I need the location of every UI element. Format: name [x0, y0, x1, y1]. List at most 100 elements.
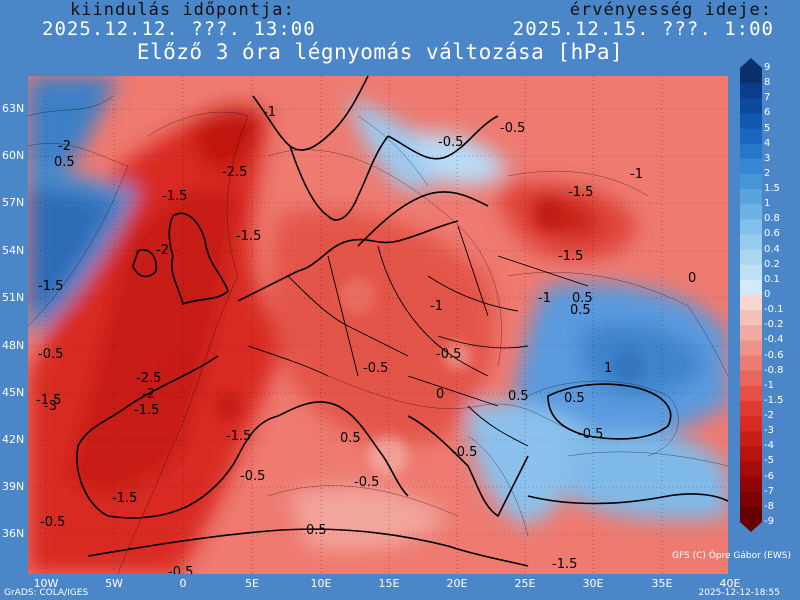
colorbar-swatch — [740, 143, 762, 160]
colorbar-swatch — [740, 416, 762, 432]
colorbar-label: 2 — [764, 167, 771, 179]
contour-label: 0.5 — [306, 523, 327, 538]
contour-label: -1 — [538, 291, 551, 306]
colorbar-label: 0.6 — [764, 228, 780, 240]
contour-label: 0.5 — [54, 155, 75, 170]
lon-label: 10E — [310, 577, 332, 590]
colorbar-swatch — [740, 506, 762, 523]
colorbar-label: -0.1 — [764, 304, 784, 316]
contour-label: -2 — [142, 387, 155, 402]
colorbar-label: -2 — [764, 410, 774, 422]
contour-label: -1 — [630, 167, 643, 182]
lat-label: 48N — [2, 339, 25, 352]
credit-text: GFS (C) Ópre Gábor (EWS) — [672, 551, 792, 561]
contour-label: -1.5 — [552, 557, 577, 572]
lon-label: 20E — [446, 577, 468, 590]
colorbar-swatch — [740, 98, 762, 114]
colorbar — [740, 58, 762, 532]
contour-label: 0 — [436, 387, 444, 402]
valid-time: 2025.12.15. ???. 1:00 — [512, 18, 774, 40]
colorbar-label: 3 — [764, 152, 771, 164]
colorbar-swatch — [740, 264, 762, 281]
colorbar-swatch — [740, 279, 762, 296]
colorbar-label: 7 — [764, 92, 771, 104]
contour-label: 0.5 — [508, 389, 529, 404]
lon-label: 35E — [651, 577, 673, 590]
lon-label: 30E — [582, 577, 604, 590]
colorbar-swatch — [740, 340, 762, 357]
contour-label: -2.5 — [222, 165, 247, 180]
contour-label: 0.5 — [340, 431, 361, 446]
contour-label: -2 — [156, 243, 169, 258]
map-title: Előző 3 óra légnyomás változása [hPa] — [136, 40, 624, 64]
colorbar-swatch — [740, 83, 762, 99]
colorbar-label: 0.8 — [764, 213, 780, 225]
colorbar-swatch — [740, 234, 762, 251]
colorbar-swatch — [740, 204, 762, 220]
colorbar-swatch — [740, 68, 762, 84]
lon-label: 40E — [719, 577, 741, 590]
lat-label: 45N — [2, 386, 25, 399]
colorbar-swatch — [740, 355, 762, 372]
contour-label: -3 — [44, 399, 57, 414]
contour-label: -0.5 — [240, 469, 265, 484]
colorbar-swatch — [740, 431, 762, 447]
contour-label: 1 — [604, 361, 612, 376]
contour-label: -0.5 — [438, 135, 463, 150]
colorbar-bottom-arrow — [740, 522, 762, 532]
contour-lines — [28, 95, 728, 574]
colorbar-label: 0.1 — [764, 273, 780, 285]
colorbar-swatch — [740, 189, 762, 205]
graticule — [28, 76, 728, 574]
colorbar-label: -4 — [764, 440, 774, 452]
pressure-change-map: -0.5-20.5-1-1.5-2.5-1.5-2-1.5-0.5-1-1.5-… — [28, 76, 728, 574]
colorbar-label: 0 — [764, 289, 771, 300]
contour-label: -1 — [263, 105, 276, 120]
contour-label: -2 — [58, 139, 71, 154]
colorbar-label: 6 — [764, 107, 771, 119]
lat-label: 39N — [2, 480, 25, 493]
contour-label: -0.5 — [452, 445, 477, 460]
colorbar-label: 0.2 — [764, 258, 780, 270]
start-label: kiindulás időpontja: — [70, 0, 295, 20]
colorbar-label: 0.4 — [764, 243, 780, 255]
colorbar-swatch — [740, 400, 762, 417]
colorbar-top-arrow — [740, 58, 762, 68]
contour-label: -1.5 — [38, 279, 63, 294]
colorbar-swatch — [740, 158, 762, 175]
colorbar-label: -7 — [764, 485, 774, 497]
lon-label: 15E — [378, 577, 400, 590]
contour-label: -2.5 — [136, 371, 161, 386]
colorbar-label: 1 — [764, 198, 771, 210]
contour-label: -0.5 — [578, 427, 603, 442]
coastlines — [76, 76, 728, 567]
colorbar-label: -8 — [764, 500, 774, 512]
colorbar-label: -0.6 — [764, 349, 784, 361]
contour-label: -0.5 — [38, 347, 63, 362]
start-time: 2025.12.12. ???. 13:00 — [42, 18, 316, 40]
footer-right: 2025-12-12-18:55 — [698, 588, 781, 598]
lat-label: 42N — [2, 433, 25, 446]
colorbar-label: -1.5 — [764, 394, 784, 406]
lat-label: 57N — [2, 196, 25, 209]
colorbar-swatch — [740, 295, 762, 311]
borders — [247, 225, 589, 447]
colorbar-swatch — [740, 461, 762, 478]
valid-label: érvényesség ideje: — [569, 0, 772, 20]
lon-label: 5W — [105, 577, 123, 590]
colorbar-swatch — [740, 385, 762, 402]
colorbar-swatch — [740, 370, 762, 387]
colorbar-swatch — [740, 173, 762, 190]
contour-label: 0.5 — [570, 303, 591, 318]
colorbar-label: -9 — [764, 516, 774, 527]
colorbar-swatch — [740, 310, 762, 326]
colorbar-swatch — [740, 325, 762, 341]
colorbar-swatch — [740, 219, 762, 235]
contour-label: -0.5 — [363, 361, 388, 376]
lon-label: 25E — [514, 577, 536, 590]
colorbar-swatch — [740, 446, 762, 462]
colorbar-label: -6 — [764, 470, 774, 482]
contour-label: -0.5 — [40, 515, 65, 530]
colorbar-label: -0.2 — [764, 319, 784, 331]
lat-label: 51N — [2, 291, 25, 304]
